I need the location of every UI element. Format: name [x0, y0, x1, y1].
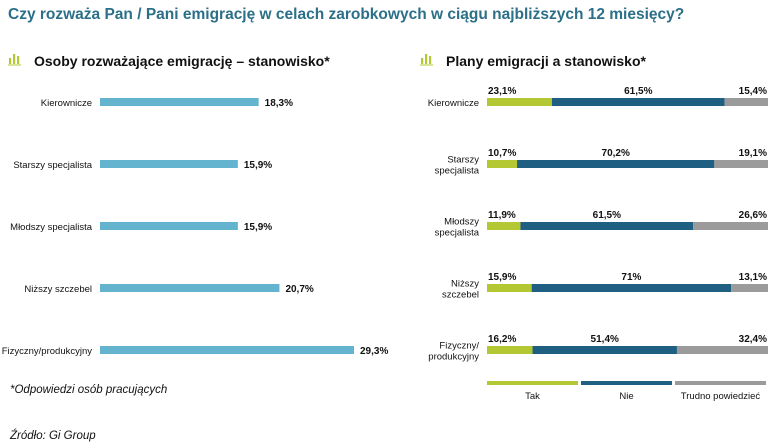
left-category-label: Młodszy specjalista — [10, 222, 93, 233]
right-bar-segment — [724, 98, 768, 106]
right-value-label: 10,7% — [488, 148, 516, 159]
left-bar — [100, 160, 238, 168]
right-value-label: 15,4% — [739, 86, 767, 97]
main-title: Czy rozważa Pan / Pani emigrację w celac… — [8, 6, 685, 23]
right-bar-segment — [551, 98, 725, 106]
right-bar-segment — [693, 222, 768, 230]
legend-swatch — [487, 381, 578, 385]
right-bar-segment — [487, 98, 552, 106]
left-value-label: 15,9% — [244, 160, 272, 171]
left-bar — [100, 222, 238, 230]
legend-swatch — [675, 381, 766, 385]
source-note: Źródło: Gi Group — [10, 430, 96, 442]
right-bar-segment — [676, 346, 768, 354]
right-value-label: 51,4% — [591, 334, 619, 345]
left-value-label: 15,9% — [244, 222, 272, 233]
right-value-label: 61,5% — [624, 86, 652, 97]
right-category-label: Fizyczny/ — [439, 341, 479, 352]
right-value-label: 11,9% — [488, 210, 516, 221]
right-category-label: Kierownicze — [428, 98, 479, 109]
footnote: *Odpowiedzi osób pracujących — [10, 384, 168, 396]
right-value-label: 26,6% — [739, 210, 767, 221]
right-category-label: specjalista — [435, 166, 480, 177]
right-bar-segment — [520, 222, 694, 230]
right-bar-segment — [731, 284, 768, 292]
right-bar-segment — [517, 160, 715, 168]
left-value-label: 29,3% — [360, 346, 388, 357]
left-bar — [100, 284, 280, 292]
right-value-label: 19,1% — [739, 148, 767, 159]
left-category-label: Starszy specjalista — [13, 160, 92, 171]
left-category-label: Niższy szczebel — [24, 284, 92, 295]
right-bar-segment — [532, 346, 677, 354]
right-value-label: 70,2% — [602, 148, 630, 159]
right-value-label: 61,5% — [593, 210, 621, 221]
right-value-label: 71% — [621, 272, 641, 283]
right-bar-segment — [531, 284, 732, 292]
right-bar-segment — [487, 284, 532, 292]
right-category-label: Młodszy — [444, 217, 479, 228]
bar-chart-icon — [8, 54, 21, 66]
left-value-label: 18,3% — [265, 98, 293, 109]
right-category-label: produkcyjny — [428, 352, 479, 363]
left-bar — [100, 98, 259, 106]
right-category-label: szczebel — [442, 290, 479, 301]
legend-swatch — [581, 381, 672, 385]
legend-label: Tak — [525, 391, 540, 402]
left-chart-title: Osoby rozważające emigrację – stanowisko… — [34, 53, 330, 69]
right-value-label: 15,9% — [488, 272, 516, 283]
bar-chart-icon — [420, 54, 433, 66]
right-value-label: 16,2% — [488, 334, 516, 345]
right-value-label: 13,1% — [739, 272, 767, 283]
right-value-label: 23,1% — [488, 86, 516, 97]
right-bar-segment — [487, 222, 521, 230]
left-bar — [100, 346, 354, 354]
right-category-label: specjalista — [435, 228, 480, 239]
legend-label: Trudno powiedzieć — [681, 391, 761, 402]
right-bar-segment — [487, 160, 518, 168]
left-category-label: Fizyczny/produkcyjny — [2, 346, 93, 357]
right-bar-segment — [487, 346, 533, 354]
right-category-label: Starszy — [447, 155, 479, 166]
left-value-label: 20,7% — [285, 284, 313, 295]
left-category-label: Kierownicze — [41, 98, 92, 109]
left-bar-chart: Kierownicze 18,3% Starszy specjalista 15,9%… — [2, 98, 388, 357]
right-value-label: 32,4% — [739, 334, 767, 345]
right-chart-title: Plany emigracji a stanowisko* — [446, 53, 646, 69]
right-category-label: Niższy — [451, 279, 479, 290]
legend-label: Nie — [619, 391, 633, 402]
right-bar-segment — [714, 160, 768, 168]
